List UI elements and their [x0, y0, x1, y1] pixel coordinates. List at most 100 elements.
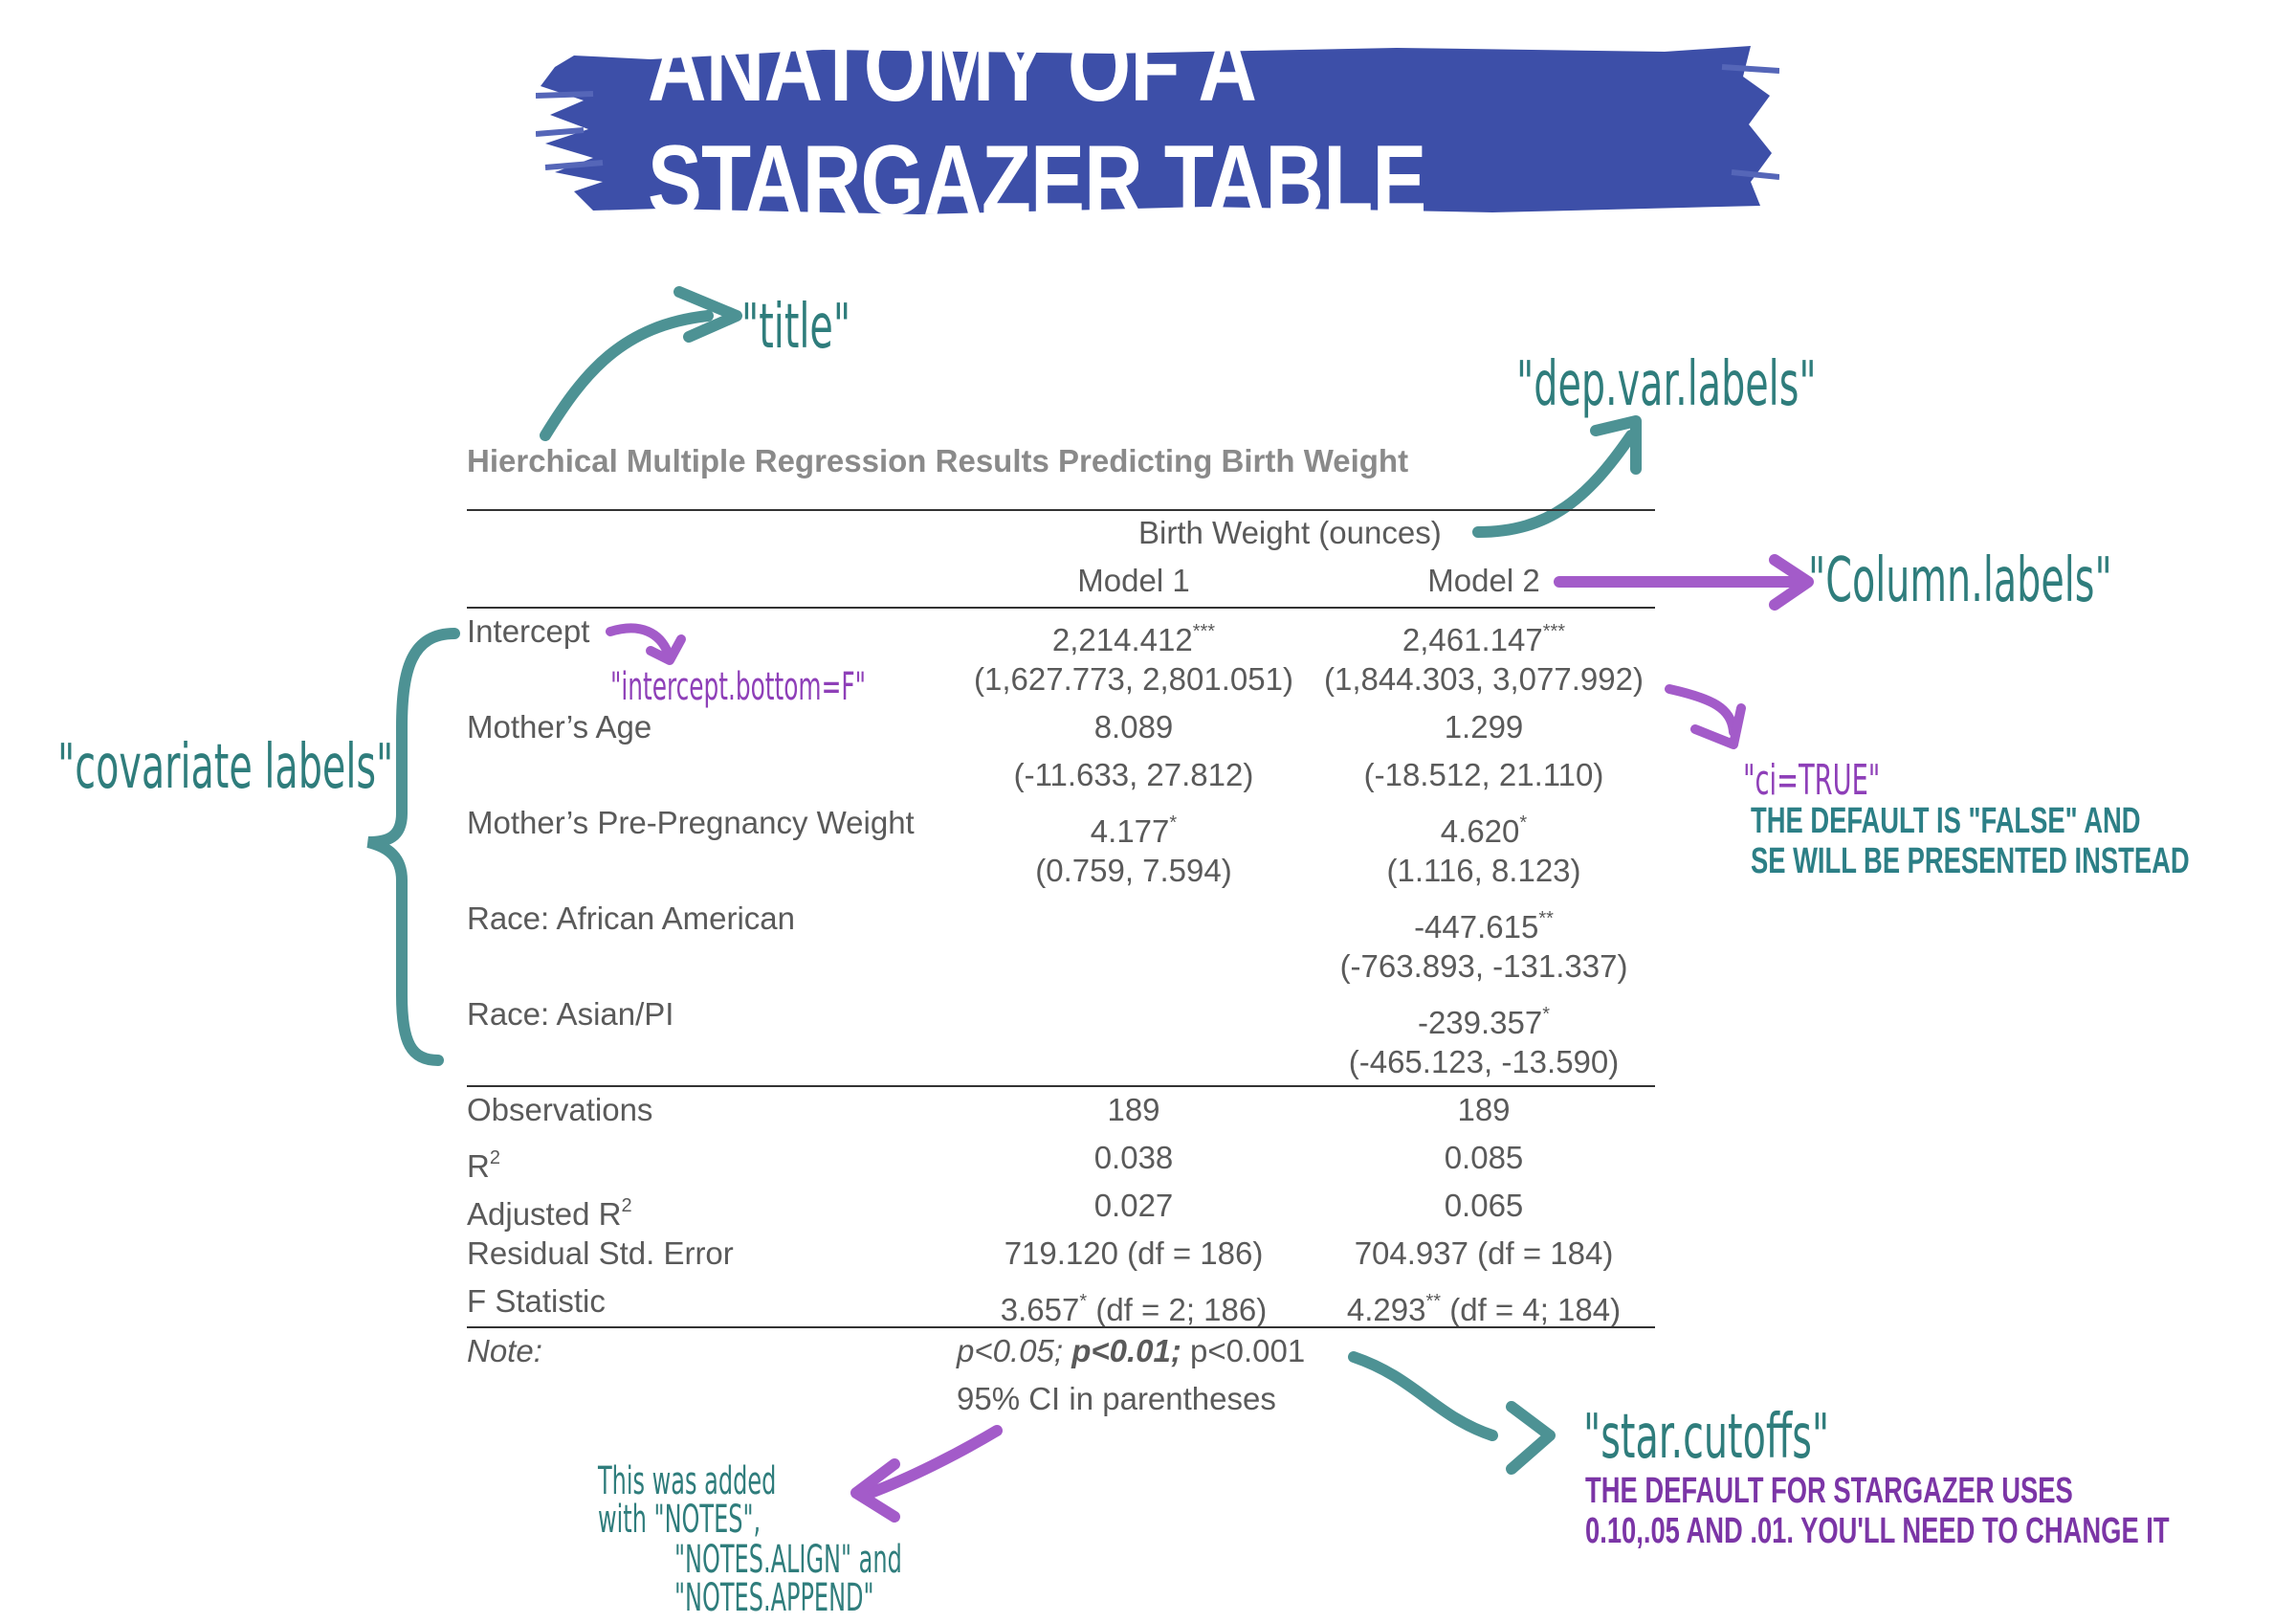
adj-r2-m2: 0.065	[1444, 1188, 1524, 1223]
ci-note-line-1: THE DEFAULT IS "FALSE" AND	[1751, 801, 2141, 841]
superscript: 2	[621, 1195, 632, 1216]
weight-m2-coef: 4.620*	[1307, 804, 1661, 851]
rse-m2: 704.937 (df = 184)	[1354, 1235, 1614, 1271]
title-annotation: "title"	[741, 292, 851, 363]
star-cutoffs-annotation: "star.cutoffs"	[1583, 1402, 1830, 1473]
note-p2: p<0.01;	[1071, 1333, 1181, 1368]
note-ci-line: 95% CI in parentheses	[957, 1381, 1276, 1416]
intercept-m2-coef: 2,461.147***	[1307, 612, 1661, 659]
star-note-line-1: THE DEFAULT FOR STARGAZER USES	[1585, 1471, 2073, 1511]
asian-m2-coef: -239.357*	[1307, 995, 1661, 1042]
star-cutoffs-arrow-head	[1506, 1401, 1556, 1475]
ci-note-line-2: SE WILL BE PRESENTED INSTEAD	[1751, 841, 2190, 881]
intercept-bottom-arrow-head	[646, 634, 686, 665]
title-arrow-head	[673, 286, 742, 343]
intercept-m1-ci: (1,627.773, 2,801.051)	[974, 661, 1293, 697]
f-stat-m2: 4.293** (df = 4; 184)	[1307, 1282, 1661, 1329]
coef-value: 4.177	[1090, 813, 1170, 849]
superscript: 2	[489, 1147, 500, 1168]
f-df: (df = 2; 186)	[1087, 1292, 1268, 1327]
row-label-race-african-american: Race: African American	[467, 900, 795, 936]
age-m1-coef: 8.089	[1093, 709, 1174, 745]
significance-stars: **	[1538, 908, 1554, 929]
notes-annotation-line-1: This was added	[598, 1459, 777, 1503]
coef-value: -239.357	[1417, 1005, 1543, 1040]
intercept-bottom-arrow	[606, 623, 673, 657]
weight-m1-ci: (0.759, 7.594)	[1035, 853, 1232, 888]
stat-label-residual-std-error: Residual Std. Error	[467, 1235, 734, 1271]
note-p3: p<0.001	[1190, 1333, 1306, 1368]
ci-arrow-head	[1690, 703, 1746, 749]
covariate-brace	[366, 628, 460, 1066]
asian-m2-ci: (-465.123, -13.590)	[1348, 1044, 1620, 1079]
row-label-race-asian-pi: Race: Asian/PI	[467, 996, 674, 1032]
coef-value: 4.620	[1440, 813, 1520, 849]
coef-value: -447.615	[1414, 909, 1539, 945]
r2-m1: 0.038	[1093, 1140, 1174, 1175]
intercept-m2-ci: (1,844.303, 3,077.992)	[1324, 661, 1644, 697]
age-m2-coef: 1.299	[1444, 709, 1524, 745]
label-text: R	[467, 1148, 490, 1184]
aa-m2-ci: (-763.893, -131.337)	[1339, 948, 1628, 984]
row-label-mothers-age: Mother’s Age	[467, 709, 652, 745]
top-rule	[467, 509, 1655, 511]
significance-stars: *	[1079, 1291, 1088, 1312]
notes-arrow-head	[850, 1458, 900, 1523]
weight-m1-coef: 4.177*	[957, 804, 1311, 851]
dep-var-arrow	[1472, 430, 1637, 538]
f-value: 3.657	[1000, 1292, 1080, 1327]
weight-m2-ci: (1.116, 8.123)	[1386, 853, 1581, 888]
intercept-bottom-annotation: "intercept.bottom=F"	[610, 665, 867, 709]
age-m1-ci: (-11.633, 27.812)	[1013, 757, 1254, 792]
observations-m2: 189	[1457, 1092, 1511, 1127]
dep-var-label: Birth Weight (ounces)	[1138, 515, 1442, 550]
note-label: Note:	[467, 1333, 542, 1368]
notes-arrow	[865, 1425, 1003, 1499]
column-labels-arrow-head	[1769, 554, 1814, 611]
notes-annotation-line-3: "NOTES.ALIGN" and	[674, 1538, 902, 1582]
model-1-header: Model 1	[1077, 563, 1190, 598]
note-significance: p<0.05; p<0.01; p<0.001	[957, 1332, 1305, 1370]
significance-stars: ***	[1542, 621, 1566, 642]
observations-m1: 189	[1107, 1092, 1160, 1127]
ci-arrow	[1665, 684, 1738, 737]
covariate-labels-annotation: "covariate labels"	[57, 732, 394, 803]
significance-stars: ***	[1192, 621, 1216, 642]
header-rule	[467, 607, 1655, 609]
significance-stars: *	[1519, 812, 1528, 834]
intercept-m1-coef: 2,214.412***	[957, 612, 1311, 659]
star-note-line-2: 0.10,.05 AND .01. YOU'LL NEED TO CHANGE …	[1585, 1511, 2170, 1551]
stat-label-adjusted-r2: Adjusted R2	[467, 1187, 632, 1234]
dep-var-annotation: "dep.var.labels"	[1516, 349, 1817, 420]
ci-annotation: "ci=TRUE"	[1743, 756, 1881, 805]
row-label-intercept: Intercept	[467, 613, 590, 649]
model-2-header: Model 2	[1427, 563, 1540, 598]
coef-value: 2,461.147	[1402, 622, 1543, 657]
adj-r2-m1: 0.027	[1093, 1188, 1174, 1223]
row-label-pre-pregnancy-weight: Mother’s Pre-Pregnancy Weight	[467, 805, 915, 840]
notes-annotation-line-4: "NOTES.APPEND"	[674, 1576, 874, 1620]
title-arrow	[540, 310, 714, 441]
stat-label-f-statistic: F Statistic	[467, 1283, 606, 1319]
banner-brush-stroke	[536, 46, 1779, 214]
stat-label-observations: Observations	[467, 1092, 653, 1127]
stats-rule	[467, 1085, 1655, 1087]
dep-var-arrow-head	[1590, 415, 1642, 475]
significance-stars: *	[1169, 812, 1178, 834]
stat-label-r2: R2	[467, 1139, 500, 1186]
column-labels-annotation: "Column.labels"	[1808, 545, 2112, 616]
f-df: (df = 4; 184)	[1441, 1292, 1622, 1327]
table-title: Hierchical Multiple Regression Results P…	[467, 443, 1409, 478]
notes-annotation-line-2: with "NOTES",	[598, 1498, 762, 1542]
coef-value: 2,214.412	[1051, 622, 1193, 657]
note-p1: p<0.05;	[957, 1333, 1064, 1368]
bottom-rule	[467, 1326, 1655, 1328]
rse-m1: 719.120 (df = 186)	[1004, 1235, 1264, 1271]
significance-stars: **	[1425, 1291, 1442, 1312]
age-m2-ci: (-18.512, 21.110)	[1363, 757, 1604, 792]
f-value: 4.293	[1346, 1292, 1426, 1327]
label-text: Adjusted R	[467, 1196, 622, 1232]
star-cutoffs-arrow	[1348, 1351, 1498, 1441]
r2-m2: 0.085	[1444, 1140, 1524, 1175]
